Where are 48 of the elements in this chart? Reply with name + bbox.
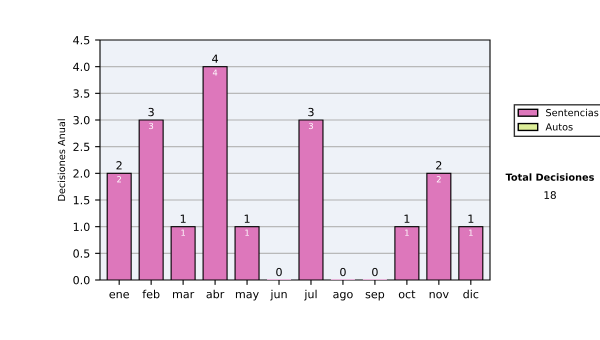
total-label: 0 <box>276 268 282 276</box>
total-label: 2 <box>116 161 122 170</box>
data-label: 2 <box>436 176 441 182</box>
text: Total Decisiones <box>506 173 594 181</box>
total-label: 1 <box>404 214 410 223</box>
total-label: 3 <box>148 108 154 116</box>
data-label: 3 <box>149 122 154 130</box>
text: 18 <box>544 191 556 200</box>
total-label: 2 <box>436 161 442 170</box>
x-tick-label: may <box>236 292 259 300</box>
x-tick-label: feb <box>142 290 160 298</box>
data-label: 2 <box>117 176 121 182</box>
y-tick-label: 4.5 <box>73 36 90 44</box>
x-tick-label: abr <box>206 290 224 298</box>
x-tick-label: nov <box>430 292 449 298</box>
x-tick-label: dic <box>463 290 478 298</box>
data-label: 4 <box>212 70 218 76</box>
y-axis-title: Decisiones Anual <box>58 119 66 201</box>
x-tick-label: ago <box>333 292 353 300</box>
legend-label: Autos <box>546 123 573 131</box>
data-label: 3 <box>308 122 313 130</box>
total-label: 1 <box>244 214 250 223</box>
y-tick-label: 4.0 <box>73 62 90 72</box>
y-tick-label: 2.0 <box>73 169 90 178</box>
data-label: 1 <box>469 230 473 236</box>
y-tick-label: 2.5 <box>73 142 90 152</box>
y-tick-label: 3.0 <box>73 116 90 124</box>
y-tick-label: 0.0 <box>73 276 90 284</box>
data-label: 1 <box>405 230 409 236</box>
total-label: 3 <box>308 108 314 116</box>
total-label: 1 <box>468 214 474 223</box>
x-tick-label: jun <box>270 290 287 300</box>
data-label: 1 <box>245 230 249 236</box>
x-tick-label: mar <box>173 292 194 298</box>
y-tick-label: 1.5 <box>74 196 90 204</box>
total-label: 0 <box>372 268 378 276</box>
y-tick-label: 3.5 <box>73 89 90 98</box>
x-tick-label: ene <box>109 292 129 298</box>
x-tick-label: jul <box>304 290 317 300</box>
total-label: 1 <box>180 214 186 223</box>
y-tick-label: 1.0 <box>74 222 90 232</box>
total-label: 4 <box>212 54 218 63</box>
legend-label: Sentencias <box>546 108 598 116</box>
x-tick-label: sep <box>366 292 384 300</box>
x-tick-label: oct <box>398 290 416 298</box>
y-tick-label: 0.5 <box>73 249 90 258</box>
total-label: 0 <box>340 268 346 276</box>
data-label: 1 <box>181 230 185 236</box>
